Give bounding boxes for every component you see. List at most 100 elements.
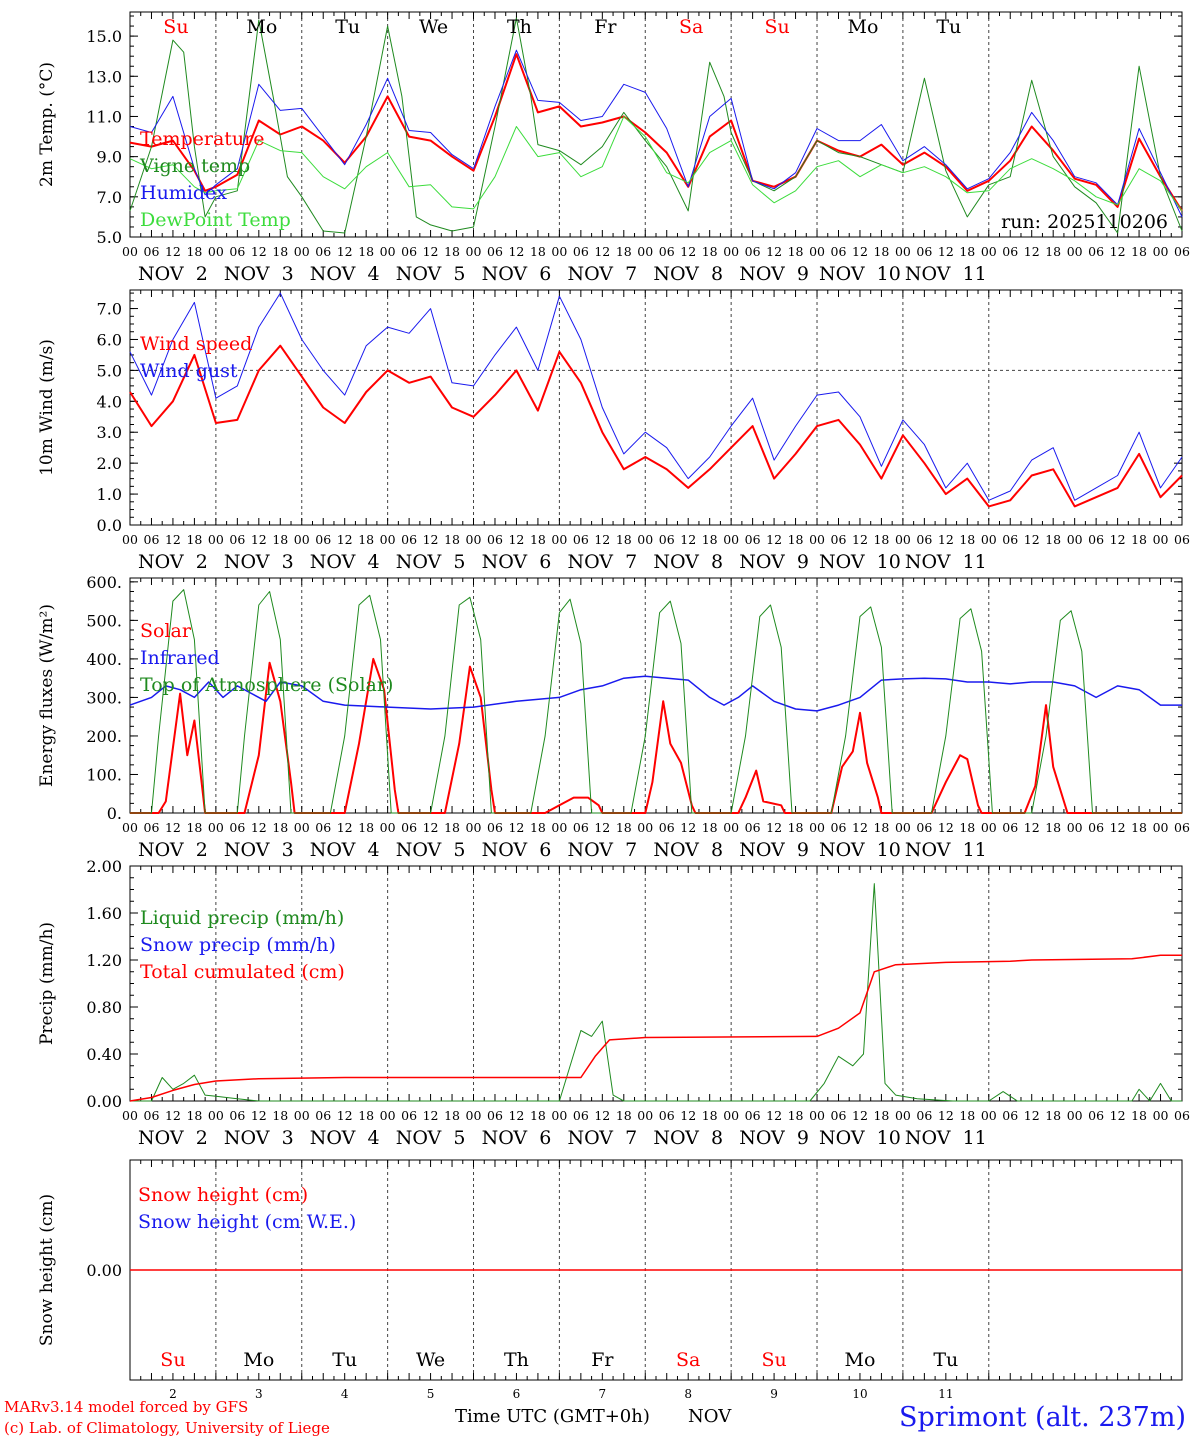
hour-tick-label: 18	[616, 244, 632, 259]
hour-tick-label: 00	[981, 1108, 997, 1123]
weekday-label: Tu	[332, 1349, 357, 1371]
hour-tick-label: 06	[659, 244, 675, 259]
hour-tick-label: 00	[981, 532, 997, 547]
y-tick-label: 13.0	[86, 67, 122, 86]
hour-tick-label: 06	[229, 1108, 245, 1123]
day-label: NOV 9	[739, 1127, 809, 1149]
hour-tick-label: 18	[1045, 532, 1061, 547]
hour-tick-label: 18	[959, 820, 975, 835]
hour-tick-label: 00	[380, 244, 396, 259]
hour-tick-label: 06	[659, 532, 675, 547]
hour-tick-label: 06	[573, 820, 589, 835]
hour-tick-label: 06	[831, 244, 847, 259]
hour-tick-label: 12	[251, 532, 267, 547]
day-label: NOV 10	[819, 551, 901, 573]
hour-tick-label: 12	[423, 244, 439, 259]
day-label: NOV 6	[482, 1127, 552, 1149]
hour-tick-label: 00	[895, 1108, 911, 1123]
hour-tick-label: 06	[1088, 1108, 1104, 1123]
weekday-label: Tu	[335, 16, 360, 38]
day-number-label: 4	[341, 1387, 349, 1401]
panel-frame	[129, 289, 1183, 526]
day-label: NOV 3	[224, 263, 294, 285]
hour-tick-label: 00	[723, 244, 739, 259]
hour-tick-label: 12	[508, 820, 524, 835]
y-tick-label: 3.0	[97, 423, 122, 442]
y-tick-label: 100.	[86, 765, 122, 784]
day-label: NOV 10	[819, 1127, 901, 1149]
hour-tick-label: 12	[508, 1108, 524, 1123]
hour-tick-label: 12	[337, 820, 353, 835]
hour-tick-label: 12	[680, 532, 696, 547]
hour-tick-label: 18	[702, 244, 718, 259]
hour-tick-label: 06	[487, 1108, 503, 1123]
hour-tick-label: 06	[573, 1108, 589, 1123]
weekday-label: Sa	[679, 16, 703, 38]
hour-tick-label: 06	[831, 1108, 847, 1123]
y-tick-label: 0.00	[86, 1261, 122, 1280]
hour-tick-label: 18	[358, 244, 374, 259]
day-label: NOV 6	[482, 551, 552, 573]
hour-tick-label: 12	[337, 532, 353, 547]
hour-tick-label: 12	[1024, 820, 1040, 835]
y-tick-label: 1.20	[86, 951, 122, 970]
y-tick-label: 2.0	[97, 454, 122, 473]
hour-tick-label: 06	[1088, 244, 1104, 259]
hour-tick-label: 12	[680, 820, 696, 835]
hour-tick-label: 00	[208, 532, 224, 547]
hour-tick-label: 00	[122, 1108, 138, 1123]
hour-tick-label: 00	[466, 820, 482, 835]
hour-tick-label: 00	[1067, 1108, 1083, 1123]
hour-tick-label: 06	[229, 532, 245, 547]
hour-tick-label: 18	[530, 820, 546, 835]
day-label: NOV 3	[224, 1127, 294, 1149]
day-label: NOV 2	[138, 551, 208, 573]
hour-tick-label: 06	[144, 820, 160, 835]
hour-tick-label: 06	[229, 820, 245, 835]
hour-tick-label: 12	[1110, 244, 1126, 259]
weekday-label: Su	[160, 1349, 185, 1371]
hour-tick-label: 00	[122, 244, 138, 259]
hour-tick-label: 18	[616, 1108, 632, 1123]
hour-tick-label: 18	[186, 820, 202, 835]
hour-tick-label: 00	[637, 532, 653, 547]
day-label: NOV 5	[396, 1127, 466, 1149]
y-tick-label: 0.40	[86, 1045, 122, 1064]
hour-tick-label: 12	[1024, 1108, 1040, 1123]
hour-tick-label: 00	[551, 532, 567, 547]
y-tick-label: 11.0	[86, 107, 122, 126]
y-tick-label: 5.0	[97, 228, 122, 247]
month-label: NOV	[688, 1406, 732, 1427]
y-tick-label: 15.0	[86, 27, 122, 46]
hour-tick-label: 00	[1153, 532, 1169, 547]
hour-tick-label: 12	[165, 532, 181, 547]
day-label: NOV 7	[567, 839, 637, 861]
legend-entry: Snow height (cm W.E.)	[138, 1211, 356, 1233]
weekday-label: Mo	[246, 16, 277, 38]
hour-tick-label: 12	[1110, 1108, 1126, 1123]
hour-tick-label: 18	[788, 244, 804, 259]
weekday-label: We	[419, 16, 448, 38]
hour-tick-label: 12	[852, 820, 868, 835]
hour-tick-label: 12	[508, 244, 524, 259]
weekday-label: Su	[163, 16, 188, 38]
day-label: NOV 5	[396, 839, 466, 861]
hour-tick-label: 00	[723, 532, 739, 547]
legend-entry: Wind speed	[140, 333, 252, 355]
hour-tick-label: 06	[1174, 244, 1190, 259]
hour-tick-label: 00	[466, 532, 482, 547]
hour-tick-label: 12	[508, 532, 524, 547]
hour-tick-label: 00	[637, 244, 653, 259]
hour-tick-label: 06	[1174, 820, 1190, 835]
day-label: NOV 2	[138, 263, 208, 285]
hour-tick-label: 18	[358, 820, 374, 835]
panel-frame	[129, 865, 1183, 1102]
weekday-label: Mo	[848, 16, 879, 38]
y-axis-label: Snow height (cm)	[37, 1194, 57, 1346]
series-line	[129, 17, 1183, 234]
hour-tick-label: 00	[380, 820, 396, 835]
hour-tick-label: 00	[981, 820, 997, 835]
lab-credit: (c) Lab. of Climatology, University of L…	[4, 1419, 330, 1437]
day-label: NOV 7	[567, 1127, 637, 1149]
hour-tick-label: 12	[852, 532, 868, 547]
